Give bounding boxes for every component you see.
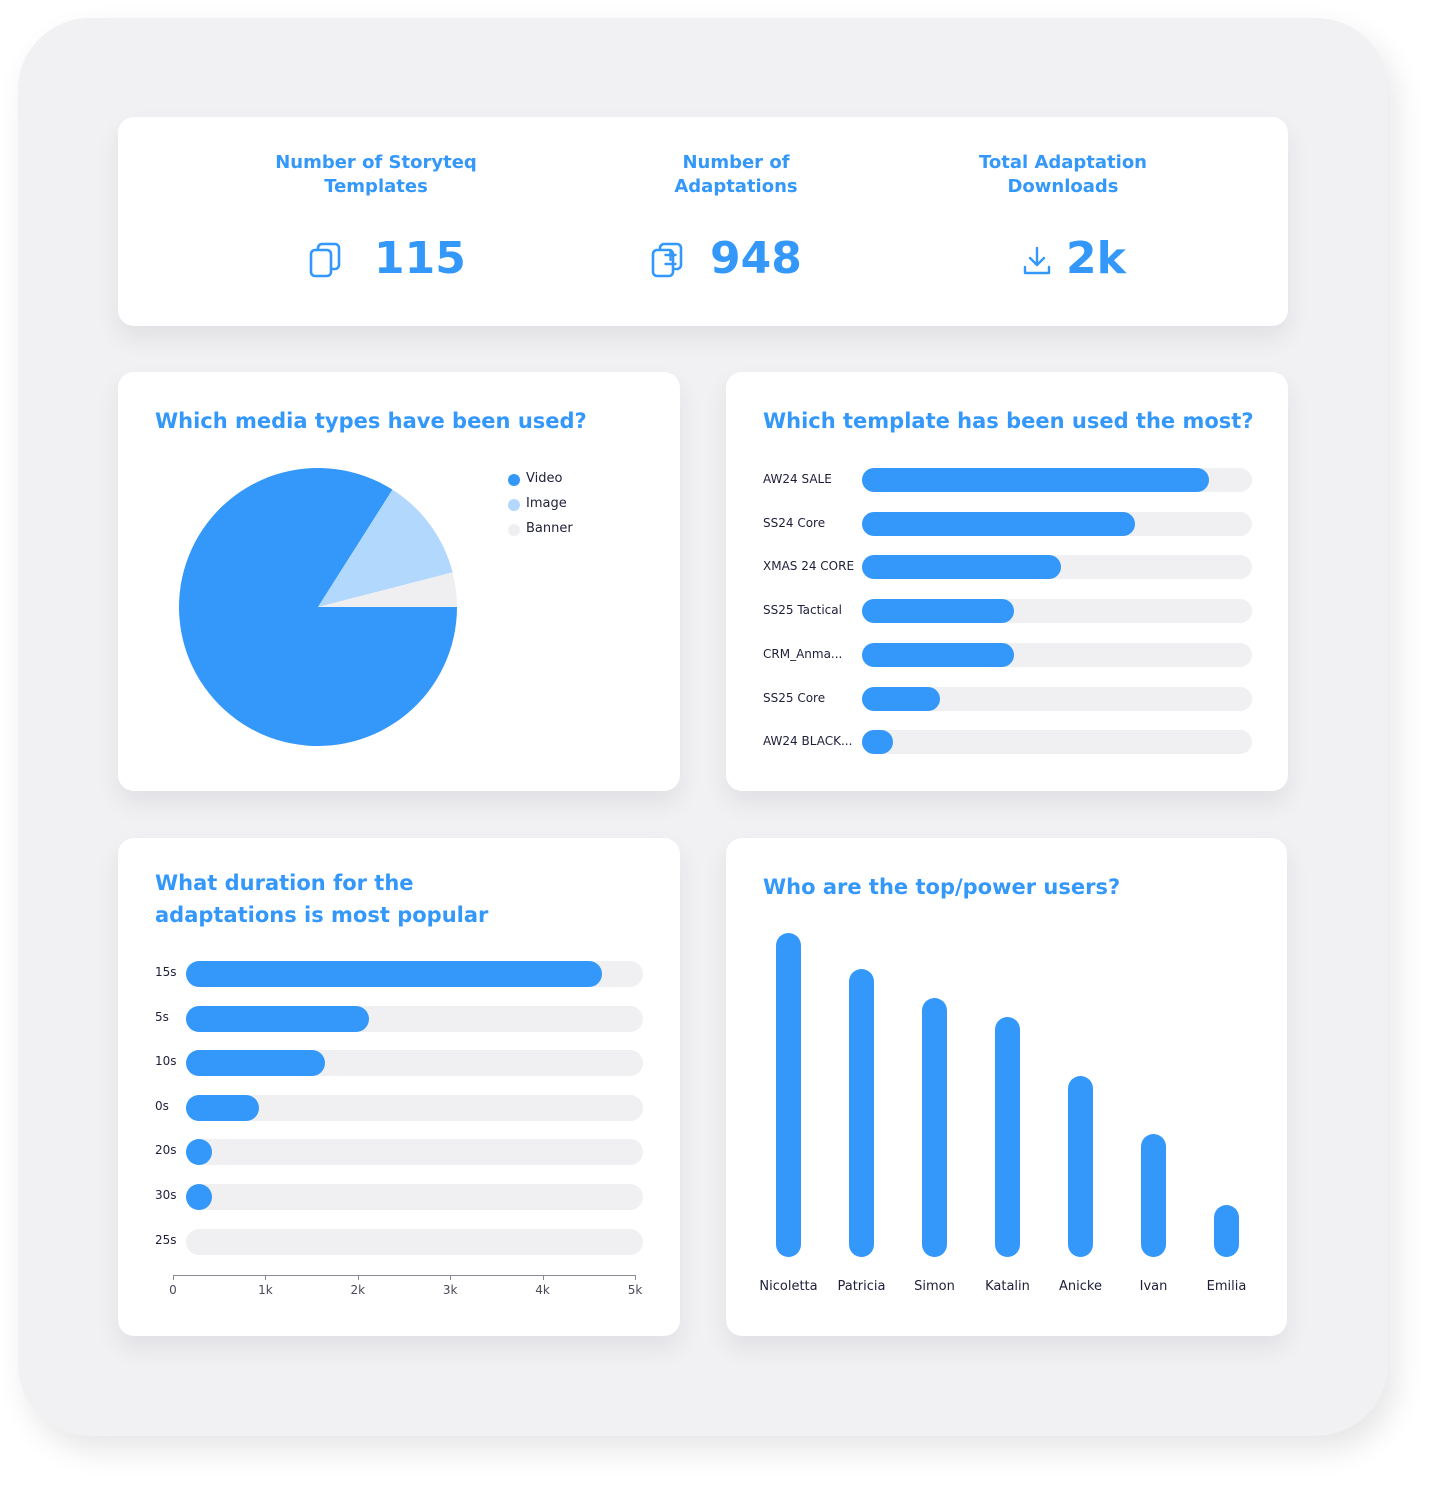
x-tick <box>173 1275 174 1280</box>
users-title: Who are the top/power users? <box>763 875 1121 899</box>
pie-slice-banner <box>318 572 457 607</box>
bar-track <box>186 1139 643 1166</box>
x-tick <box>357 1275 359 1280</box>
user-bar <box>1214 1205 1239 1257</box>
media-types-card: Which media types have been used? Video I… <box>118 372 680 791</box>
bar-label: 0s <box>155 1098 169 1113</box>
legend-label-image: Image <box>526 496 567 511</box>
bar-label: CRM_Anma... <box>763 646 843 661</box>
x-tick-label: 2k <box>350 1283 366 1297</box>
bar <box>862 468 1210 492</box>
x-tick <box>450 1275 452 1280</box>
templates-card: Which template has been used the most? A… <box>726 372 1288 791</box>
user-name-label: Patricia <box>837 1279 886 1294</box>
user-name-label: Ivan <box>1139 1279 1168 1294</box>
bar-track <box>186 1184 643 1210</box>
legend-dot-image <box>508 499 520 511</box>
download-icon <box>1021 245 1053 281</box>
bar-label: 20s <box>155 1143 177 1158</box>
user-name-label: Nicoletta <box>759 1279 818 1294</box>
bar <box>862 599 1015 624</box>
bar-label: 10s <box>155 1054 177 1069</box>
user-bar <box>849 968 874 1257</box>
bar <box>862 642 1015 667</box>
bar-label: 15s <box>155 965 177 979</box>
user-bar <box>922 997 947 1257</box>
x-tick-label: 3k <box>442 1283 458 1297</box>
x-tick-label: 4k <box>535 1283 550 1297</box>
bar <box>862 686 940 711</box>
user-name-label: Simon <box>914 1279 955 1294</box>
legend-dot-banner <box>508 524 520 536</box>
bar-label: SS25 Core <box>763 690 826 705</box>
bar <box>862 555 1061 580</box>
legend-label-banner: Banner <box>526 521 573 536</box>
bar <box>186 1184 212 1210</box>
bar-track <box>862 730 1252 755</box>
x-tick-label: 1k <box>258 1283 273 1297</box>
kpi-value-templates: 115 <box>374 233 466 284</box>
x-tick-label: 0 <box>169 1283 177 1297</box>
bar-label: SS25 Tactical <box>763 603 842 618</box>
kpi-value-adaptations: 948 <box>710 233 802 284</box>
x-tick-label: 5k <box>627 1283 643 1297</box>
bar-label: 30s <box>155 1188 177 1202</box>
bar-track <box>186 1228 643 1255</box>
kpi-card: Number of Storyteq Templates 115 Number … <box>118 117 1288 326</box>
add-copy-icon <box>650 241 686 285</box>
user-name-label: Emilia <box>1206 1279 1247 1294</box>
media-types-title: Which media types have been used? <box>155 409 587 433</box>
x-tick <box>635 1275 636 1280</box>
x-axis-line <box>173 1275 635 1276</box>
pie-chart <box>179 468 458 746</box>
bar-label: XMAS 24 CORE <box>763 559 855 574</box>
kpi-title-adaptations: Number of Adaptations <box>674 152 798 197</box>
user-bar <box>1141 1133 1166 1257</box>
duration-card: What duration for the adaptations is mos… <box>118 838 680 1336</box>
bar-label: 25s <box>155 1232 177 1247</box>
legend-label-video: Video <box>526 471 563 486</box>
bar-label: AW24 SALE <box>763 472 832 486</box>
bar-label: SS24 Core <box>763 515 826 530</box>
pie-slice-image <box>318 489 453 607</box>
bar <box>186 961 602 987</box>
bar <box>862 730 894 755</box>
x-tick <box>265 1275 267 1280</box>
bar <box>186 1139 212 1166</box>
user-bar <box>1068 1075 1093 1257</box>
users-card: Who are the top/power users? Nicoletta Pa… <box>726 838 1287 1336</box>
user-name-label: Katalin <box>985 1279 1030 1294</box>
legend-dot-video <box>508 474 520 486</box>
copy-icon <box>308 241 344 285</box>
x-tick <box>542 1275 544 1280</box>
user-name-label: Anicke <box>1059 1279 1102 1294</box>
duration-title: What duration for the adaptations is mos… <box>155 871 489 927</box>
bar <box>186 1005 369 1032</box>
bar-label: AW24 BLACK... <box>763 734 853 749</box>
user-bar <box>776 933 801 1257</box>
kpi-title-templates: Number of Storyteq Templates <box>275 152 477 197</box>
bar-track <box>186 1094 643 1121</box>
kpi-value-downloads: 2k <box>1066 233 1126 284</box>
bar <box>186 1050 325 1077</box>
bar <box>862 511 1135 536</box>
bar <box>186 1094 260 1121</box>
kpi-title-downloads: Total Adaptation Downloads <box>979 152 1147 197</box>
user-bar <box>995 1017 1020 1257</box>
templates-title: Which template has been used the most? <box>763 409 1254 433</box>
bar-label: 5s <box>155 1009 169 1024</box>
